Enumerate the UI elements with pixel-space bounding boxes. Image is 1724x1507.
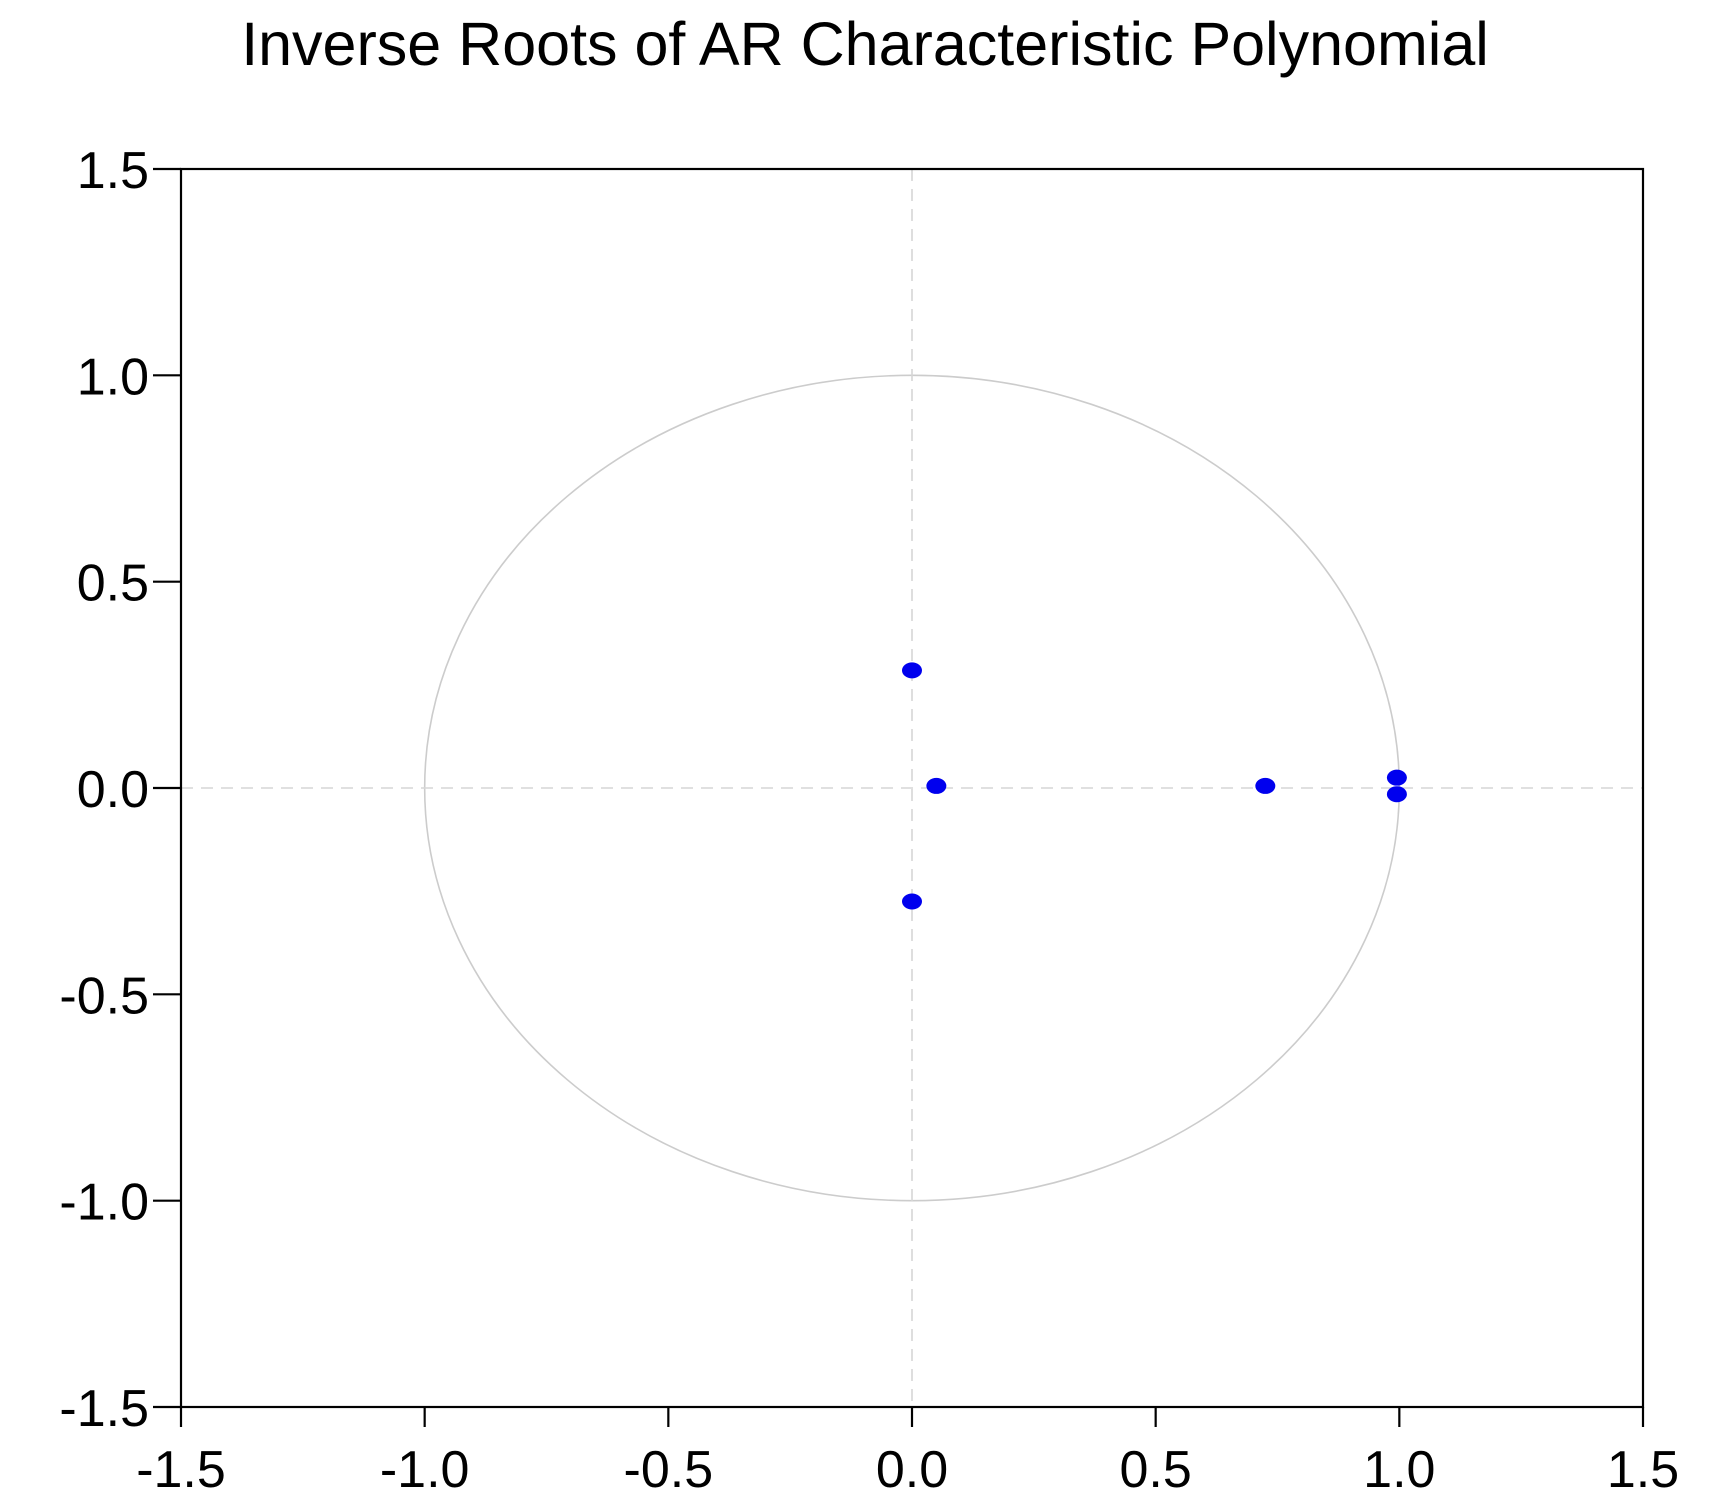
y-tick-label: 0.5 [77,555,149,613]
y-tick-label: -0.5 [59,967,149,1025]
y-tick-label: 1.5 [77,142,149,200]
root-point [926,777,947,794]
root-point [1386,786,1407,803]
y-tick-label: -1.5 [59,1380,149,1438]
root-point [1386,769,1407,786]
root-point [902,662,922,679]
root-point [902,893,922,910]
reference-layer [181,169,1643,1407]
y-tick-label: 1.0 [77,348,149,406]
y-tick-label: 0.0 [77,761,149,819]
x-tick-label: -1.0 [380,1441,470,1499]
x-tick-label: 0.5 [1120,1441,1192,1499]
point-layer [902,662,1407,910]
x-tick-label: 1.5 [1607,1441,1679,1499]
x-tick-label: 0.0 [876,1441,948,1499]
y-tick-label: -1.0 [59,1174,149,1232]
root-point [1255,777,1276,794]
x-tick-label: -0.5 [624,1441,714,1499]
chart-title: Inverse Roots of AR Characteristic Polyn… [241,10,1489,78]
x-tick-label: 1.0 [1363,1441,1435,1499]
tick-layer: 1.5 1.0 0.5 0.0 -0.5 -1.0 -1.5-1.5 -1.0 -0.5 0.0 0… [59,142,1679,1499]
x-tick-label: -1.5 [136,1441,226,1499]
